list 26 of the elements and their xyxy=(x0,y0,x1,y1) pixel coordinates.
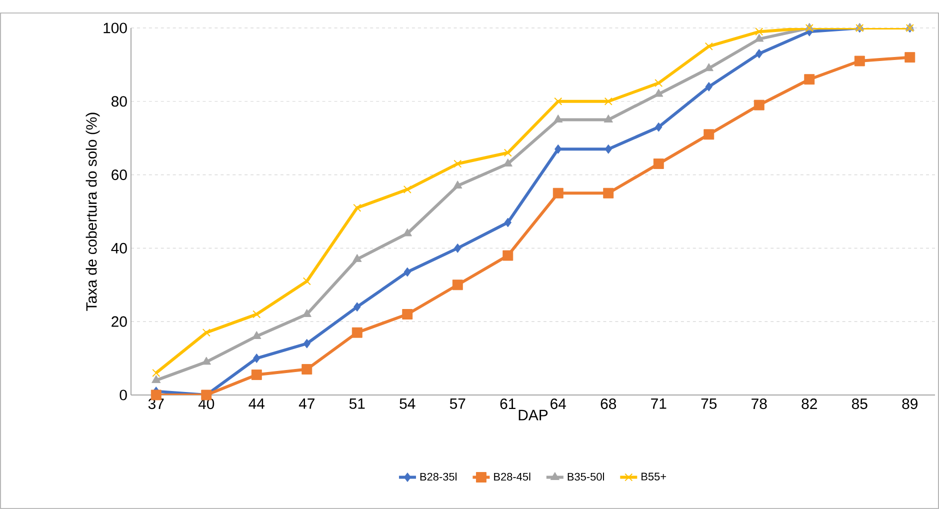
x-tick-label: 75 xyxy=(701,398,717,409)
y-tick-label: 80 xyxy=(112,96,127,107)
legend-label: B28-45l xyxy=(494,472,530,481)
x-tick-label: 54 xyxy=(400,398,416,409)
x-tick-label: 82 xyxy=(802,398,817,410)
legend-label: B55+ xyxy=(642,472,666,480)
y-axis-title: Taxa de cobertura do solo (%) xyxy=(86,112,100,311)
y-tick-label: 40 xyxy=(111,242,127,254)
x-tick-label: 68 xyxy=(600,398,616,410)
x-tick-label: 44 xyxy=(248,398,265,409)
x-tick-label: 89 xyxy=(902,398,918,410)
x-tick-label: 71 xyxy=(651,398,666,409)
x-tick-label: 51 xyxy=(349,398,365,409)
x-tick-label: 57 xyxy=(450,398,466,409)
y-tick-label: 20 xyxy=(112,316,127,327)
legend-label: B28-35l xyxy=(420,472,457,481)
y-tick-label: 100 xyxy=(104,22,127,34)
x-tick-label: 47 xyxy=(298,398,314,409)
x-tick-label: 61 xyxy=(500,398,516,410)
x-tick-label: 64 xyxy=(550,398,566,410)
x-axis-title: DAP xyxy=(518,410,548,420)
y-tick-label: 60 xyxy=(112,169,127,180)
legend-label: B35-50l xyxy=(568,472,604,481)
y-tick-label: 0 xyxy=(120,390,127,400)
x-tick-label: 78 xyxy=(752,398,767,410)
x-tick-label: 85 xyxy=(852,398,868,410)
